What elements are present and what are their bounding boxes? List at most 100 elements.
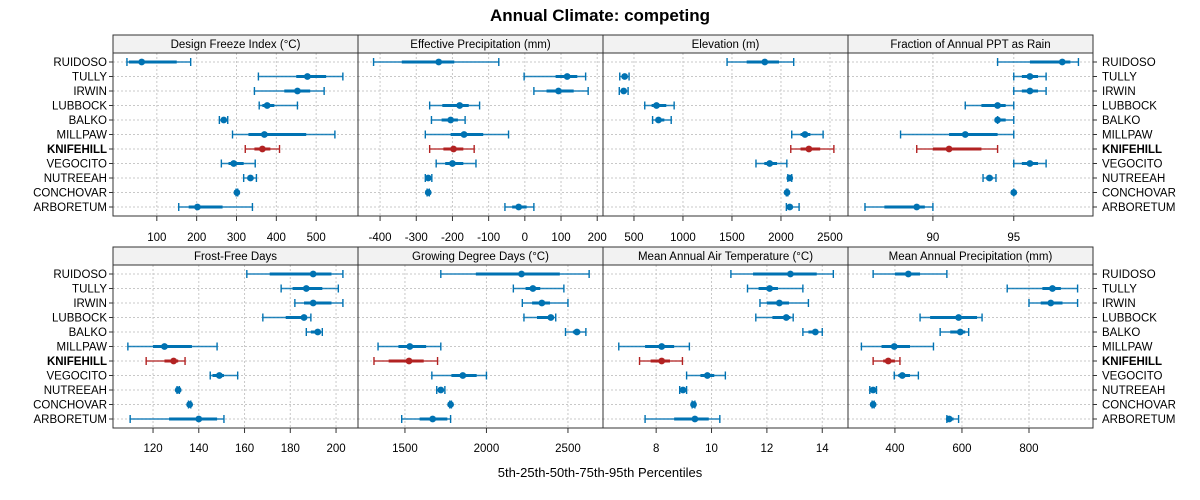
median-point (945, 145, 953, 153)
interval-tully (512, 284, 565, 293)
interval-irwin (521, 299, 569, 307)
median-point (304, 73, 311, 80)
panel: Effective Precipitation (mm) -400 -300 -200… (357, 34, 607, 244)
interval-vegocito (1013, 159, 1047, 168)
interval-vegocito (755, 159, 788, 168)
x-tick-label: 2500 (817, 232, 843, 244)
x-tick-label: 1500 (719, 232, 745, 244)
interval-balko (994, 116, 1015, 124)
interval-irwin (533, 87, 589, 95)
median-point (459, 372, 467, 379)
interval-nutreeah (982, 174, 997, 182)
interval-nutreeah (786, 174, 794, 182)
median-point (945, 415, 953, 423)
interval-arboretum (864, 203, 934, 211)
interval-tully (257, 72, 344, 81)
panel-title: Growing Degree Days (°C) (412, 251, 549, 263)
interval-millpaw (377, 342, 442, 351)
median-point (1047, 299, 1055, 307)
row-label-left: RUIDOSO (53, 269, 107, 281)
interval-ruidoso (996, 58, 1080, 66)
interval-knifehill (244, 145, 281, 153)
panel-title: Effective Precipitation (mm) (410, 39, 551, 51)
median-point (786, 203, 794, 211)
interval-tully (1006, 284, 1079, 293)
chart-title: Annual Climate: competing (490, 6, 710, 25)
row-label-left: BALKO (69, 327, 107, 339)
median-point (309, 270, 317, 278)
median-point (563, 73, 571, 80)
interval-lubbock (919, 313, 983, 322)
x-tick-label: 500 (307, 232, 326, 244)
median-point (620, 87, 628, 95)
median-point (233, 189, 241, 196)
interval-millpaw (860, 342, 935, 351)
median-point (658, 343, 666, 350)
row-label-left: NUTREEAH (44, 385, 107, 397)
row-label-right: IRWIN (1102, 298, 1136, 310)
row-label-left: KNIFEHILL (47, 144, 107, 156)
row-label-left: KNIFEHILL (47, 356, 107, 368)
median-point (653, 102, 660, 109)
median-point (655, 116, 662, 124)
x-tick-label: 14 (816, 443, 829, 455)
interval-vegocito (435, 159, 477, 168)
x-tick-label: 300 (227, 232, 246, 244)
row-label-left: NUTREEAH (44, 173, 107, 185)
median-point (621, 73, 629, 80)
interval-arboretum (644, 415, 721, 423)
interval-vegocito (209, 371, 239, 380)
row-label-right: TULLY (1102, 284, 1137, 296)
row-label-left: ARBORETUM (34, 414, 107, 426)
median-point (449, 160, 456, 167)
row-label-right: NUTREEAH (1102, 173, 1165, 185)
x-tick-label: 2000 (768, 232, 794, 244)
interval-nutreeah (869, 386, 878, 394)
median-point (761, 58, 769, 66)
panel: Design Freeze Index (°C) 100 200 300 400 500 (109, 34, 359, 244)
interval-lubbock (262, 313, 312, 322)
median-point (263, 102, 271, 109)
x-tick-label: 100 (551, 232, 570, 244)
row-label-right: RUIDOSO (1102, 57, 1156, 69)
row-label-right: ARBORETUM (1102, 202, 1175, 214)
x-tick-label: 140 (189, 443, 208, 455)
interval-irwin (1028, 299, 1079, 307)
interval-millpaw (791, 130, 824, 139)
panel-title: Mean Annual Precipitation (mm) (889, 251, 1053, 263)
row-label-right: MILLPAW (1102, 130, 1153, 142)
interval-conchovar (424, 188, 432, 197)
median-point (658, 357, 666, 365)
interval-knifehill (872, 357, 901, 365)
median-point (787, 270, 794, 278)
interval-millpaw (231, 130, 336, 139)
interval-balko (802, 328, 823, 336)
interval-conchovar (1010, 188, 1018, 197)
median-point (260, 131, 268, 138)
row-label-right: LUBBOCK (1102, 101, 1157, 113)
median-point (884, 357, 892, 365)
panel: Fraction of Annual PPT as Rain 90 95 (847, 34, 1097, 244)
median-point (194, 203, 201, 211)
x-tick-label: 600 (952, 443, 971, 455)
median-point (294, 87, 301, 95)
interval-ruidoso (126, 58, 192, 66)
median-point (811, 328, 819, 336)
interval-ruidoso (440, 270, 590, 278)
median-point (994, 116, 1001, 124)
median-point (456, 102, 464, 109)
x-tick-label: 1000 (670, 232, 696, 244)
row-label-right: CONCHOVAR (1102, 188, 1176, 200)
interval-balko (939, 328, 970, 336)
panel-title: Frost-Free Days (194, 251, 277, 263)
median-point (429, 415, 437, 423)
median-point (258, 145, 266, 153)
median-point (573, 328, 581, 336)
row-label-right: LUBBOCK (1102, 313, 1157, 325)
interval-millpaw (424, 130, 510, 139)
panel-title: Fraction of Annual PPT as Rain (890, 39, 1050, 51)
row-label-left: RUIDOSO (53, 57, 107, 69)
interval-arboretum (129, 415, 225, 423)
interval-vegocito (431, 371, 488, 380)
median-point (424, 174, 432, 182)
